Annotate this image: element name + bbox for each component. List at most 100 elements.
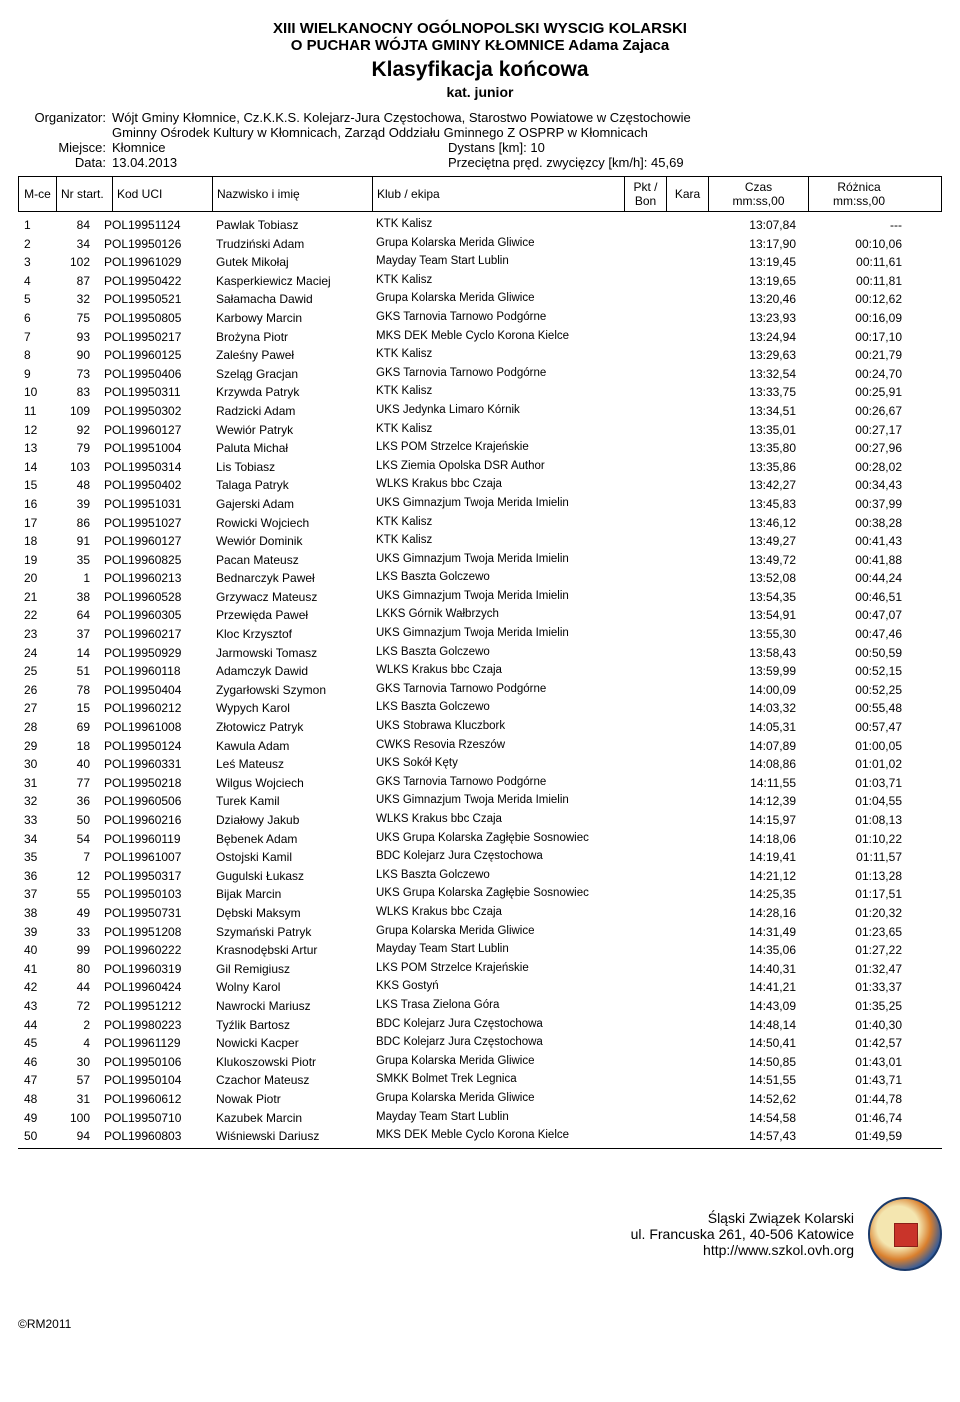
cell-name: Szeląg Gracjan (216, 365, 376, 384)
bottom-rule (18, 1148, 942, 1149)
cell-place: 2 (22, 235, 54, 254)
cell-kara (670, 755, 712, 774)
cell-diff: 00:11,61 (812, 253, 912, 272)
cell-uci: POL19960118 (104, 662, 216, 681)
cell-time: 14:25,35 (712, 885, 812, 904)
cell-time: 14:35,06 (712, 941, 812, 960)
cell-club: WLKS Krakus bbc Czaja (376, 811, 628, 830)
cell-name: Pawlak Tobiasz (216, 216, 376, 235)
cell-uci: POL19961007 (104, 848, 216, 867)
cell-name: Adamczyk Dawid (216, 662, 376, 681)
cell-pkt (628, 774, 670, 793)
cell-nr: 36 (54, 792, 104, 811)
table-row: 1891POL19960127Wewiór DominikKTK Kalisz1… (18, 532, 942, 551)
cell-diff: 01:23,65 (812, 923, 912, 942)
organizer-value-2: Gminny Ośrodek Kultury w Kłomnicach, Zar… (112, 125, 942, 140)
table-row: 3849POL19950731Dębski MaksymWLKS Krakus … (18, 904, 942, 923)
cell-pkt (628, 346, 670, 365)
cell-club: WLKS Krakus bbc Czaja (376, 662, 628, 681)
cell-club: BDC Kolejarz Jura Częstochowa (376, 848, 628, 867)
cell-name: Rowicki Wojciech (216, 514, 376, 533)
cell-time: 13:32,54 (712, 365, 812, 384)
cell-kara (670, 569, 712, 588)
cell-name: Wilgus Wojciech (216, 774, 376, 793)
cell-club: GKS Tarnovia Tarnowo Podgórne (376, 309, 628, 328)
cell-name: Nawrocki Mariusz (216, 997, 376, 1016)
cell-diff: 00:47,46 (812, 625, 912, 644)
cell-diff: 01:03,71 (812, 774, 912, 793)
cell-time: 14:19,41 (712, 848, 812, 867)
cell-name: Talaga Patryk (216, 476, 376, 495)
cell-uci: POL19950104 (104, 1071, 216, 1090)
table-header-box: M-ce Nr start. Kod UCI Nazwisko i imię K… (18, 176, 942, 212)
cell-place: 48 (22, 1090, 54, 1109)
table-row: 442POL19980223Tyźlik BartoszBDC Kolejarz… (18, 1016, 942, 1035)
cell-name: Gugulski Łukasz (216, 867, 376, 886)
cell-club: WLKS Krakus bbc Czaja (376, 904, 628, 923)
cell-place: 8 (22, 346, 54, 365)
table-row: 3933POL19951208Szymański PatrykGrupa Kol… (18, 923, 942, 942)
cell-club: GKS Tarnovia Tarnowo Podgórne (376, 681, 628, 700)
cell-nr: 73 (54, 365, 104, 384)
cell-pkt (628, 941, 670, 960)
table-row: 184POL19951124Pawlak TobiaszKTK Kalisz13… (18, 216, 942, 235)
cell-time: 13:55,30 (712, 625, 812, 644)
cell-kara (670, 923, 712, 942)
cell-diff: 01:35,25 (812, 997, 912, 1016)
cell-kara (670, 792, 712, 811)
cell-club: SMKK Bolmet Trek Legnica (376, 1071, 628, 1090)
cell-pkt (628, 848, 670, 867)
cell-name: Szymański Patryk (216, 923, 376, 942)
cell-time: 13:35,80 (712, 439, 812, 458)
cell-place: 5 (22, 290, 54, 309)
cell-pkt (628, 904, 670, 923)
cell-nr: 102 (54, 253, 104, 272)
cell-name: Nowicki Kacper (216, 1034, 376, 1053)
cell-name: Dębski Maksym (216, 904, 376, 923)
cell-uci: POL19960331 (104, 755, 216, 774)
cell-kara (670, 662, 712, 681)
cell-club: KTK Kalisz (376, 346, 628, 365)
cell-time: 14:00,09 (712, 681, 812, 700)
cell-place: 46 (22, 1053, 54, 1072)
cell-nr: 84 (54, 216, 104, 235)
cell-kara (670, 421, 712, 440)
cell-name: Grzywacz Mateusz (216, 588, 376, 607)
cell-time: 14:15,97 (712, 811, 812, 830)
organizer-label: Organizator: (18, 110, 112, 125)
cell-name: Złotowicz Patryk (216, 718, 376, 737)
cell-nr: 55 (54, 885, 104, 904)
cell-name: Leś Mateusz (216, 755, 376, 774)
cell-uci: POL19951124 (104, 216, 216, 235)
cell-pkt (628, 960, 670, 979)
cell-club: KTK Kalisz (376, 421, 628, 440)
cell-uci: POL19960127 (104, 421, 216, 440)
cell-kara (670, 885, 712, 904)
cell-place: 25 (22, 662, 54, 681)
cell-diff: 00:38,28 (812, 514, 912, 533)
cell-uci: POL19960212 (104, 699, 216, 718)
cell-pkt (628, 755, 670, 774)
cell-diff: --- (812, 216, 912, 235)
cell-place: 24 (22, 644, 54, 663)
table-row: 3040POL19960331Leś MateuszUKS Sokół Kęty… (18, 755, 942, 774)
cell-time: 13:54,91 (712, 606, 812, 625)
cell-pkt (628, 792, 670, 811)
cell-pkt (628, 309, 670, 328)
cell-nr: 78 (54, 681, 104, 700)
cell-place: 45 (22, 1034, 54, 1053)
cell-name: Wiśniewski Dariusz (216, 1127, 376, 1146)
table-row: 1379POL19951004Paluta MichałLKS POM Strz… (18, 439, 942, 458)
cell-nr: 1 (54, 569, 104, 588)
date-value: 13.04.2013 (112, 155, 448, 170)
cell-place: 7 (22, 328, 54, 347)
table-row: 3350POL19960216Działowy JakubWLKS Krakus… (18, 811, 942, 830)
cell-time: 14:28,16 (712, 904, 812, 923)
cell-kara (670, 941, 712, 960)
cell-name: Klukoszowski Piotr (216, 1053, 376, 1072)
cell-diff: 01:46,74 (812, 1109, 912, 1128)
cell-uci: POL19951031 (104, 495, 216, 514)
cell-diff: 00:26,67 (812, 402, 912, 421)
cell-name: Sałamacha Dawid (216, 290, 376, 309)
cell-nr: 38 (54, 588, 104, 607)
